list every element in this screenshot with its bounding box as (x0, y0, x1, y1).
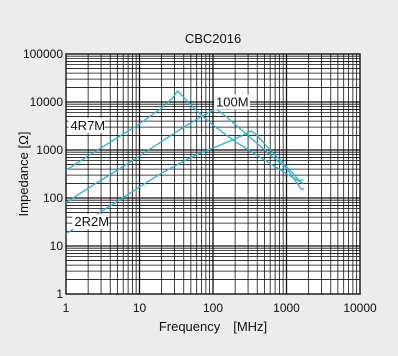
y-tick-label: 100000 (23, 47, 63, 61)
series-label-background (214, 94, 251, 110)
series-labels: 4R7M 100M 2R2M (68, 94, 251, 230)
series-label-background (68, 118, 105, 134)
series-layer (65, 90, 305, 235)
x-tick-label: 1 (63, 301, 70, 315)
series-line-2r2m (65, 130, 304, 235)
series-label-4r7m: 4R7M (70, 118, 105, 133)
x-tick-label: 10000 (343, 301, 377, 315)
series-label-2r2m: 2R2M (74, 214, 109, 229)
y-tick-label: 10 (50, 239, 64, 253)
x-tick-label: 100 (203, 301, 223, 315)
series-label-background (72, 214, 109, 230)
x-tick-label: 10 (133, 301, 147, 315)
x-tick-label: 1000 (273, 301, 300, 315)
y-tick-label: 100 (43, 191, 63, 205)
tick-labels: 1 10 100 1000 10000 1 10 100 1000 10000 100000 (23, 47, 377, 315)
y-tick-label: 1000 (36, 143, 63, 157)
series-line-4r7m (65, 90, 304, 185)
y-tick-label: 10000 (30, 95, 64, 109)
grid-lines (66, 54, 360, 294)
x-axis-label: Frequency [MHz] (159, 319, 267, 334)
series-label-100m: 100M (216, 95, 249, 110)
y-axis-label: Impedance [Ω] (16, 132, 31, 217)
series-line-100m (65, 108, 305, 204)
chart-title: CBC2016 (185, 31, 241, 46)
y-tick-label: 1 (56, 287, 63, 301)
